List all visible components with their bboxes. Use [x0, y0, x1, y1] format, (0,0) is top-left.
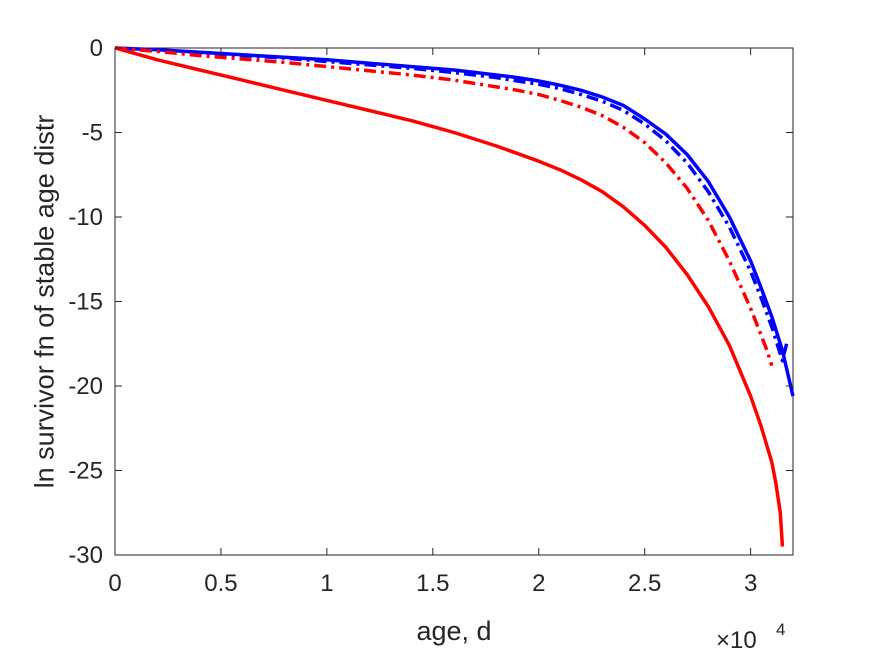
- y-tick-label: -10: [68, 204, 103, 231]
- x-tick-label: 0: [108, 570, 121, 597]
- series-line-4: [114, 46, 785, 547]
- y-tick-label: -5: [82, 120, 103, 147]
- x-tick-label: 2.5: [628, 570, 661, 597]
- y-tick-label: -25: [68, 458, 103, 485]
- y-tick-label: -15: [68, 289, 103, 316]
- x-axis-label: age, d: [416, 616, 491, 646]
- x-axis-multiplier: ×10 4: [716, 620, 785, 654]
- series-line-2: [114, 46, 789, 363]
- x-multiplier-base: ×10: [716, 627, 757, 654]
- x-multiplier-exponent: 4: [776, 620, 785, 639]
- x-tick-label: 0.5: [204, 570, 237, 597]
- y-tick-label: -30: [68, 542, 103, 569]
- y-tick-label: -20: [68, 373, 103, 400]
- y-axis-label: ln survivor fn of stable age distr: [29, 115, 59, 489]
- series-layer: [114, 46, 795, 547]
- y-tick-label: 0: [90, 35, 103, 62]
- y-tick-labels: 0 -5 -10 -15 -20 -25 -30: [68, 35, 103, 569]
- tick-marks: [114, 47, 793, 556]
- x-tick-label: 1.5: [416, 570, 449, 597]
- plot-area: [114, 46, 795, 556]
- x-tick-label: 2: [532, 570, 545, 597]
- x-tick-labels: 0 0.5 1 1.5 2 2.5 3: [108, 570, 757, 597]
- x-tick-label: 3: [744, 570, 757, 597]
- x-tick-label: 1: [320, 570, 333, 597]
- axes-box: [114, 47, 794, 556]
